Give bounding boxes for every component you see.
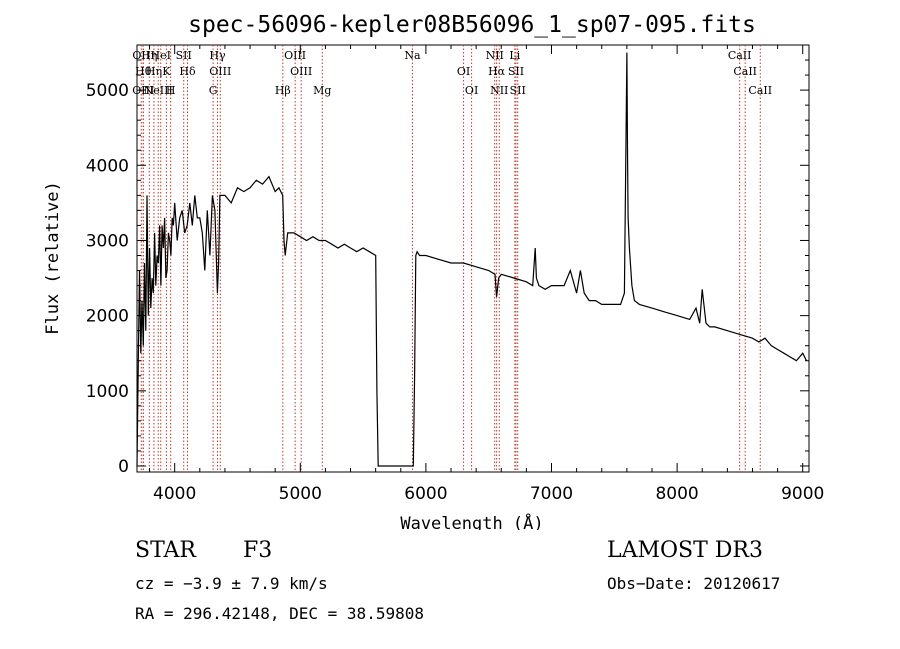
y-tick-label-4: 4000	[86, 156, 129, 176]
line-label-12: Hγ	[209, 49, 226, 62]
line-label-27: CaII	[728, 49, 752, 62]
line-label-5: NeIII	[144, 84, 173, 97]
plot-frame	[136, 44, 810, 473]
survey-name: LAMOST DR3	[607, 538, 763, 563]
x-tick-label-5: 9000	[781, 484, 824, 504]
line-label-0: OII	[132, 49, 150, 62]
line-label-26: SII	[510, 84, 526, 97]
line-label-20: OI	[465, 84, 478, 97]
object-type: STAR	[135, 538, 196, 563]
line-label-10: Hδ	[179, 65, 196, 78]
y-tick-label-3: 3000	[86, 231, 129, 251]
line-label-3: Hη	[141, 49, 157, 62]
line-label-8: H	[166, 84, 176, 97]
y-axis-ticks: 0 1000 2000 3000 4000 5000	[86, 59, 809, 477]
line-label-21: NII	[486, 49, 504, 62]
y-tick-label-0: 0	[118, 457, 129, 477]
line-label-23: NII	[490, 84, 508, 97]
line-label-14: Hβ	[275, 84, 291, 97]
line-label-28: CaII	[733, 65, 757, 78]
x-tick-label-1: 5000	[279, 484, 322, 504]
x-axis-ticks: 4000 5000 6000 7000 8000 9000	[149, 45, 824, 504]
flux-series-line	[136, 52, 808, 467]
line-label-9: SII	[176, 49, 192, 62]
line-label-19: OI	[457, 65, 470, 78]
x-tick-label-3: 7000	[530, 484, 573, 504]
chart-title: spec-56096-kepler08B56096_1_sp07-095.fit…	[188, 12, 756, 38]
y-tick-label-5: 5000	[86, 81, 129, 101]
line-label-6: HeI	[151, 49, 171, 62]
line-label-24: Li	[509, 49, 520, 62]
spectral-subclass: F3	[243, 538, 273, 563]
x-tick-label-0: 4000	[153, 484, 196, 504]
sky-coordinates: RA = 296.42148, DEC = 38.59808	[135, 604, 424, 623]
line-label-13: OIII	[209, 65, 231, 78]
line-label-18: Na	[404, 49, 421, 62]
line-label-16: OIII	[290, 65, 312, 78]
x-axis-label: Wavelength (Å)	[400, 512, 543, 530]
redshift-velocity: cz = −3.9 ± 7.9 km/s	[135, 574, 328, 593]
line-label-7: K	[162, 65, 171, 78]
y-tick-label-1: 1000	[86, 382, 129, 402]
spectrum-chart: spec-56096-kepler08B56096_1_sp07-095.fit…	[43, 12, 824, 530]
x-tick-label-4: 8000	[655, 484, 698, 504]
line-label-17: Mg	[313, 84, 331, 97]
line-label-22: Hα	[488, 65, 506, 78]
line-label-4: Hη	[146, 65, 162, 78]
line-label-11: G	[209, 84, 218, 97]
spectral-line-markers	[140, 45, 761, 472]
observation-date: Obs−Date: 20120617	[607, 574, 781, 593]
line-label-25: SII	[508, 65, 524, 78]
line-label-29: CaII	[748, 84, 772, 97]
y-axis-label: Flux (relative)	[43, 181, 63, 335]
y-tick-label-2: 2000	[86, 307, 129, 327]
line-label-15: OIII	[284, 49, 306, 62]
x-tick-label-2: 6000	[404, 484, 447, 504]
spectral-line-labels: OIIHθOIIIHηHηNeIIIHeIKHSIIHδGHγOIIIHβOII…	[132, 49, 772, 97]
